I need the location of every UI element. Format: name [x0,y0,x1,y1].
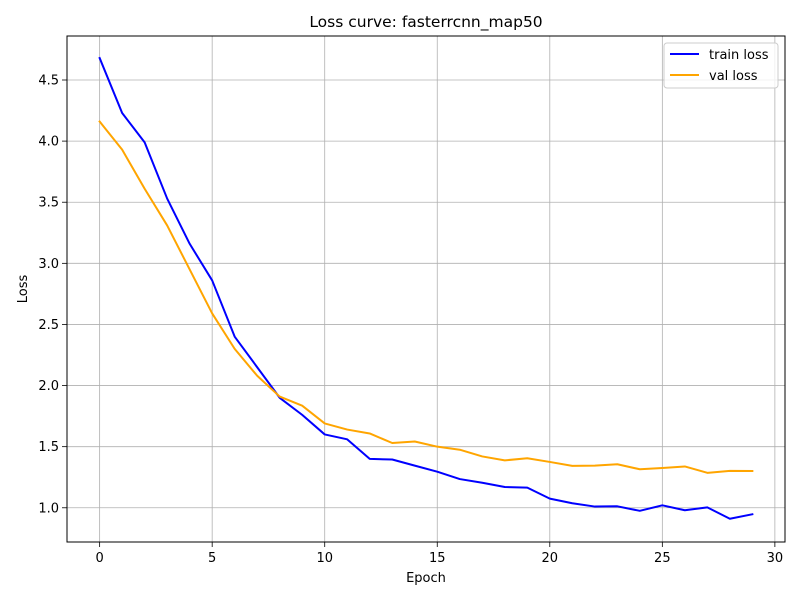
y-tick-label: 2.0 [38,379,59,394]
plot-area [67,36,785,542]
x-tick-label: 20 [542,551,559,566]
legend-label-train-loss: train loss [709,48,769,63]
x-tick-label: 15 [429,551,446,566]
x-axis-label: Epoch [406,571,446,586]
y-tick-label: 2.5 [38,318,59,333]
y-tick-label: 1.0 [38,501,59,516]
axis-ticks: 0 5 10 15 20 25 30 1.0 1.5 2.0 2.5 3.0 3.5 4.0 4.5 [38,74,783,567]
x-tick-label: 25 [654,551,671,566]
y-tick-label: 3.0 [38,257,59,272]
x-tick-label: 0 [95,551,103,566]
y-tick-label: 1.5 [38,440,59,455]
plot-frame [66,35,786,543]
x-tick-label: 5 [208,551,216,566]
y-tick-label: 4.0 [38,135,59,150]
grid-lines [67,36,785,542]
y-axis-label: Loss [16,275,31,304]
y-tick-label: 3.5 [38,196,59,211]
x-tick-label: 30 [767,551,784,566]
series-line-train-loss [98,56,754,520]
y-tick-label: 4.5 [38,74,59,89]
x-tick-label: 10 [316,551,333,566]
legend-label-val-loss: val loss [709,69,758,84]
series-line-val-loss [98,120,754,474]
chart-title: Loss curve: fasterrcnn_map50 [309,13,542,32]
legend: train loss val loss [663,42,779,89]
series-lines [98,56,754,520]
